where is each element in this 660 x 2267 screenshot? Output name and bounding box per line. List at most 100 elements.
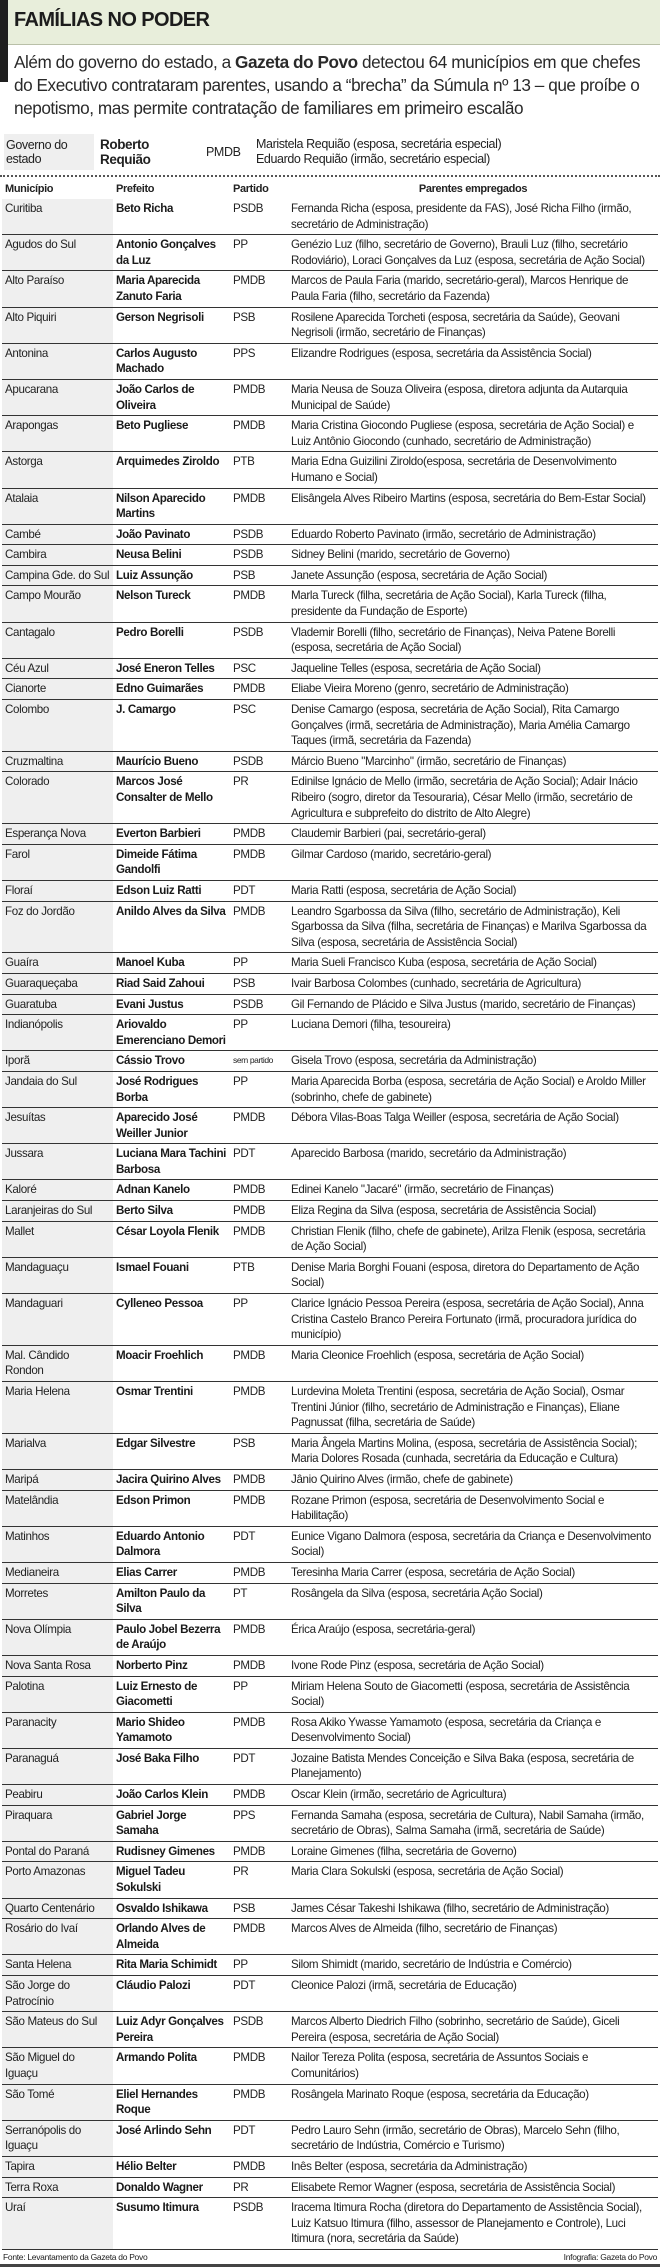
cell-municipio: Apucarana bbox=[2, 379, 113, 417]
cell-parentes: Fernanda Richa (esposa, presidente da FA… bbox=[288, 199, 658, 236]
table-row: Mallet César Loyola Flenik PMDB Christian F… bbox=[2, 1221, 658, 1258]
cell-partido: PTB bbox=[230, 1257, 288, 1295]
header-municipio: Município bbox=[5, 183, 54, 195]
cell-partido: PMDB bbox=[230, 2156, 288, 2178]
cell-parentes: Gil Fernando de Plácido e Silva Justus (… bbox=[288, 994, 658, 1016]
cell-municipio: Campo Mourão bbox=[2, 585, 113, 623]
table-row: Jesuítas Aparecido José Weiller Junior PMD… bbox=[2, 1107, 658, 1145]
cell-municipio: Palotina bbox=[2, 1676, 113, 1713]
cell-parentes: Luciana Demori (filha, tesoureira) bbox=[288, 1014, 658, 1052]
cell-parentes: Edinei Kanelo "Jacaré" (irmão, secretári… bbox=[288, 1179, 658, 1202]
cell-prefeito: Manoel Kuba bbox=[113, 952, 230, 974]
table-row: Matelândia Edson Primon PMDB Rozane Primon … bbox=[2, 1490, 658, 1527]
cell-partido: PMDB bbox=[230, 1562, 288, 1584]
table-row: Iporã Cássio Trovo sem partido Gisela Trovo… bbox=[2, 1050, 658, 1072]
cell-municipio: Farol bbox=[2, 844, 113, 881]
cell-partido: PSC bbox=[230, 658, 288, 680]
cell-prefeito: Antonio Gonçalves da Luz bbox=[113, 234, 230, 272]
cell-municipio: Atalaia bbox=[2, 488, 113, 525]
cell-partido: PMDB bbox=[230, 1381, 288, 1434]
cell-municipio: Mandaguari bbox=[2, 1293, 113, 1346]
cell-parentes: Jozaine Batista Mendes Conceição e Silva… bbox=[288, 1748, 658, 1786]
cell-partido: PT bbox=[230, 1583, 288, 1620]
cell-parentes: Iracema Itimura Rocha (diretora do Depar… bbox=[288, 2197, 658, 2250]
cell-prefeito: César Loyola Flenik bbox=[113, 1221, 230, 1258]
table-row: Uraí Susumo Itimura PSDB Iracema Itimura Ro… bbox=[2, 2197, 658, 2250]
table-row: Piraquara Gabriel Jorge Samaha PPS Fernanda… bbox=[2, 1805, 658, 1842]
cell-partido: PSB bbox=[230, 307, 288, 344]
cell-partido: PMDB bbox=[230, 1841, 288, 1863]
table-row: Indianópolis Ariovaldo Emerenciano Demori… bbox=[2, 1014, 658, 1052]
footer: Fonte: Levantamento da Gazeta do Povo In… bbox=[0, 2250, 660, 2267]
cell-partido: PMDB bbox=[230, 1200, 288, 1222]
table-row: Agudos do Sul Antonio Gonçalves da Luz PP G… bbox=[2, 234, 658, 272]
cell-municipio: Colorado bbox=[2, 771, 113, 825]
cell-partido: PPS bbox=[230, 1805, 288, 1842]
cell-municipio: Jandaia do Sul bbox=[2, 1071, 113, 1109]
gov-governor: Roberto Requião bbox=[100, 137, 151, 167]
cell-prefeito: Edson Luiz Ratti bbox=[113, 880, 230, 902]
cell-parentes: Claudemir Barbieri (pai, secretário-gera… bbox=[288, 823, 658, 845]
cell-prefeito: Arquimedes Ziroldo bbox=[113, 451, 230, 489]
table-row: Peabiru João Carlos Klein PMDB Oscar Klein … bbox=[2, 1784, 658, 1806]
cell-municipio: Cianorte bbox=[2, 678, 113, 701]
cell-prefeito: Hélio Belter bbox=[113, 2156, 230, 2178]
cell-partido: PP bbox=[230, 952, 288, 974]
cell-parentes: Ivair Barbosa Colombes (cunhado, secretá… bbox=[288, 973, 658, 995]
cell-partido: PSDB bbox=[230, 199, 288, 236]
cell-municipio: Cambé bbox=[2, 524, 113, 546]
table-row: Colorado Marcos José Consalter de Mello PR… bbox=[2, 771, 658, 825]
cell-parentes: Pedro Lauro Sehn (irmão, secretário de O… bbox=[288, 2120, 658, 2157]
table-row: São Tomé Eliel Hernandes Roque PMDB Rosânge… bbox=[2, 2084, 658, 2121]
cell-partido: PSDB bbox=[230, 2011, 288, 2049]
table-row: Esperança Nova Everton Barbieri PMDB Claude… bbox=[2, 823, 658, 845]
cell-prefeito: Edson Primon bbox=[113, 1490, 230, 1527]
cell-prefeito: Luciana Mara Tachini Barbosa bbox=[113, 1143, 230, 1181]
cell-partido: PMDB bbox=[230, 1918, 288, 1956]
cell-parentes: Maria Clara Sokulski (esposa, secretária… bbox=[288, 1861, 658, 1899]
cell-municipio: Alto Piquiri bbox=[2, 307, 113, 344]
cell-parentes: Maria Cleonice Froehlich (esposa, secret… bbox=[288, 1345, 658, 1383]
table-row: Antonina Carlos Augusto Machado PPS Elizand… bbox=[2, 343, 658, 380]
cell-parentes: Maria Edna Guizilini Ziroldo(esposa, sec… bbox=[288, 451, 658, 489]
table-row: Guaíra Manoel Kuba PP Maria Sueli Francisco… bbox=[2, 952, 658, 974]
table-row: Pontal do Paraná Rudisney Gimenes PMDB Lora… bbox=[2, 1841, 658, 1863]
table-row: Nova Olímpia Paulo Jobel Bezerra de Araúj… bbox=[2, 1619, 658, 1656]
cell-prefeito: Edno Guimarães bbox=[113, 678, 230, 701]
cell-parentes: Ivone Rode Pinz (esposa, secretária de A… bbox=[288, 1655, 658, 1677]
cell-prefeito: Ariovaldo Emerenciano Demori bbox=[113, 1014, 230, 1052]
cell-municipio: Pontal do Paraná bbox=[2, 1841, 113, 1863]
cell-municipio: Morretes bbox=[2, 1583, 113, 1620]
cell-prefeito: Nilson Aparecido Martins bbox=[113, 488, 230, 525]
table-row: Foz do Jordão Anildo Alves da Silva PMDB Le… bbox=[2, 901, 658, 954]
cell-parentes: Clarice Ignácio Pessoa Pereira (esposa, … bbox=[288, 1293, 658, 1346]
cell-prefeito: Moacir Froehlich bbox=[113, 1345, 230, 1383]
cell-parentes: Elisabete Remor Wagner (esposa, secretár… bbox=[288, 2177, 658, 2199]
cell-municipio: Terra Roxa bbox=[2, 2177, 113, 2199]
cell-prefeito: Cylleneo Pessoa bbox=[113, 1293, 230, 1346]
cell-municipio: Marialva bbox=[2, 1433, 113, 1470]
cell-parentes: Gisela Trovo (esposa, secretária da Admi… bbox=[288, 1050, 658, 1072]
cell-parentes: Leandro Sgarbossa da Silva (filho, secre… bbox=[288, 901, 658, 954]
table-row: São Mateus do Sul Luiz Adyr Gonçalves Per… bbox=[2, 2011, 658, 2049]
cell-partido: PSC bbox=[230, 699, 288, 752]
cell-prefeito: Miguel Tadeu Sokulski bbox=[113, 1861, 230, 1899]
intro-newspaper-name: Gazeta do Povo bbox=[235, 52, 358, 72]
cell-partido: PP bbox=[230, 1071, 288, 1109]
cell-prefeito: João Pavinato bbox=[113, 524, 230, 546]
cell-municipio: Tapira bbox=[2, 2156, 113, 2178]
credit-note: Infografia: Gazeta do Povo bbox=[563, 2251, 658, 2262]
cell-partido: PP bbox=[230, 1676, 288, 1713]
cell-prefeito: Adnan Kanelo bbox=[113, 1179, 230, 1202]
cell-parentes: Sidney Belini (marido, secretário de Gov… bbox=[288, 544, 658, 566]
cell-parentes: Maria Ângela Martins Molina, (esposa, se… bbox=[288, 1433, 658, 1470]
cell-partido: PPS bbox=[230, 343, 288, 380]
cell-prefeito: Rudisney Gimenes bbox=[113, 1841, 230, 1863]
cell-partido: PMDB bbox=[230, 1107, 288, 1145]
cell-municipio: Kaloré bbox=[2, 1179, 113, 1202]
table-row: Medianeira Elias Carrer PMDB Teresinha Mari… bbox=[2, 1562, 658, 1584]
cell-prefeito: Evani Justus bbox=[113, 994, 230, 1016]
cell-municipio: Cruzmaltina bbox=[2, 751, 113, 773]
cell-partido: PMDB bbox=[230, 844, 288, 881]
cell-prefeito: Gerson Negrisoli bbox=[113, 307, 230, 344]
